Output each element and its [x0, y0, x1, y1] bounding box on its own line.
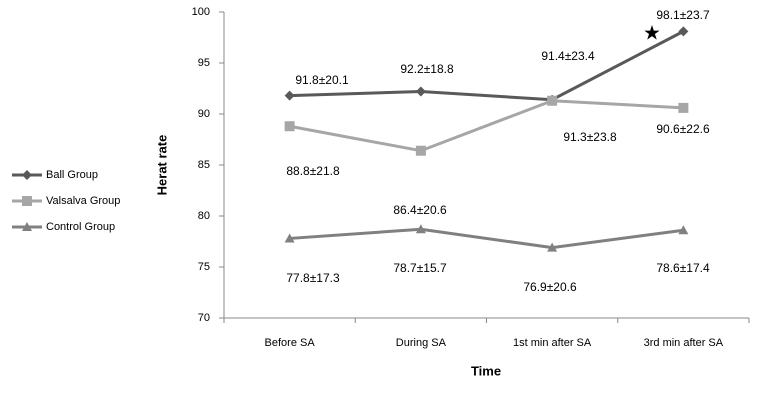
data-label: 92.2±18.8	[400, 62, 454, 76]
data-label: 98.1±23.7	[656, 8, 710, 22]
marker	[547, 242, 558, 252]
marker	[284, 233, 295, 243]
x-axis-label: Time	[471, 363, 501, 378]
series-line	[289, 99, 684, 153]
y-axis-label: Herat rate	[154, 135, 169, 196]
y-tick-label: 95	[198, 57, 210, 69]
data-label: 88.8±21.8	[286, 164, 340, 178]
series-line	[289, 227, 684, 250]
data-label: 76.9±20.6	[523, 280, 577, 294]
data-label: 78.6±17.4	[656, 261, 710, 275]
legend-label: Control Group	[46, 221, 115, 233]
y-tick-label: 85	[198, 159, 210, 171]
marker	[678, 225, 689, 235]
marker	[678, 26, 689, 37]
marker	[284, 90, 295, 101]
data-label: 86.4±20.6	[393, 203, 447, 217]
legend-marker	[22, 196, 32, 206]
data-label: 90.6±22.6	[656, 122, 710, 136]
y-tick-label: 80	[198, 210, 210, 222]
marker	[415, 86, 426, 97]
data-label: 91.4±23.4	[541, 49, 595, 63]
x-tick-label: During SA	[396, 337, 447, 349]
y-tick-label: 70	[198, 312, 210, 324]
x-tick-label: 1st min after SA	[513, 337, 592, 349]
annotation: ★	[643, 22, 661, 44]
legend-label: Valsalva Group	[46, 195, 120, 207]
marker	[547, 95, 558, 106]
y-tick-label: 75	[198, 261, 210, 273]
data-label: 78.7±15.7	[393, 261, 447, 275]
marker	[678, 102, 689, 113]
marker	[284, 121, 295, 132]
x-tick-label: 3rd min after SA	[644, 337, 724, 349]
data-label: 91.3±23.8	[563, 130, 617, 144]
data-label: 91.8±20.1	[295, 73, 349, 87]
y-tick-label: 90	[198, 108, 210, 120]
series-line	[289, 30, 685, 102]
y-tick-label: 100	[192, 6, 210, 18]
legend-label: Ball Group	[46, 169, 98, 181]
marker	[415, 224, 426, 234]
x-tick-label: Before SA	[265, 337, 316, 349]
data-label: 77.8±17.3	[286, 271, 340, 285]
marker	[415, 145, 426, 156]
legend-marker	[22, 170, 32, 180]
legend-marker	[22, 222, 32, 231]
